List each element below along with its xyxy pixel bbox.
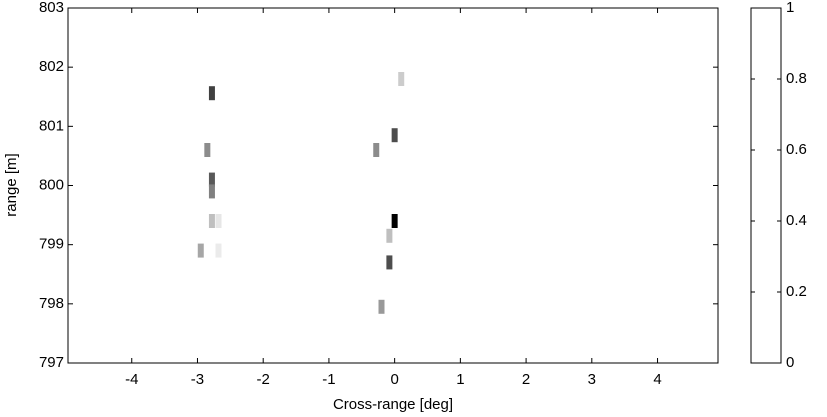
colorbar-tick-label: 0.4	[786, 212, 807, 229]
cell	[204, 143, 211, 157]
cell	[197, 243, 204, 258]
x-tick-label: 1	[456, 371, 464, 388]
cell	[208, 172, 215, 187]
colorbar-tick-label: 0.2	[786, 283, 807, 300]
y-tick-label: 799	[39, 236, 64, 253]
x-tick-label: 3	[588, 371, 596, 388]
y-tick-label: 800	[39, 176, 64, 193]
cell	[208, 214, 215, 228]
x-tick-label: 2	[522, 371, 530, 388]
cell	[215, 243, 222, 258]
x-tick-label: -4	[125, 371, 138, 388]
y-tick-label: 801	[39, 117, 64, 134]
x-axis-label: Cross-range [deg]	[333, 396, 453, 413]
y-tick-label: 798	[39, 295, 64, 312]
plot-frame	[67, 7, 719, 364]
y-tick-label: 803	[39, 0, 64, 16]
y-tick-label: 802	[39, 58, 64, 75]
x-tick-label: -3	[191, 371, 204, 388]
y-tick-label: 797	[39, 354, 64, 371]
x-tick-label: -1	[322, 371, 335, 388]
cell	[391, 214, 398, 228]
x-tick-label: -2	[257, 371, 270, 388]
cell	[215, 214, 222, 228]
cell	[386, 228, 393, 243]
x-tick-label: 0	[390, 371, 398, 388]
cell	[386, 255, 393, 270]
cell	[208, 184, 215, 199]
cell	[208, 86, 215, 101]
y-axis-label: range [m]	[3, 153, 20, 216]
colorbar-tick-label: 1	[786, 0, 794, 16]
cell	[378, 299, 385, 314]
colorbar	[750, 7, 782, 364]
cell	[373, 143, 380, 157]
colorbar-tick-label: 0.6	[786, 141, 807, 158]
colorbar-tick-label: 0	[786, 354, 794, 371]
colorbar-tick-label: 0.8	[786, 70, 807, 87]
cell	[391, 128, 398, 143]
x-tick-label: 4	[653, 371, 661, 388]
cell	[398, 72, 405, 86]
